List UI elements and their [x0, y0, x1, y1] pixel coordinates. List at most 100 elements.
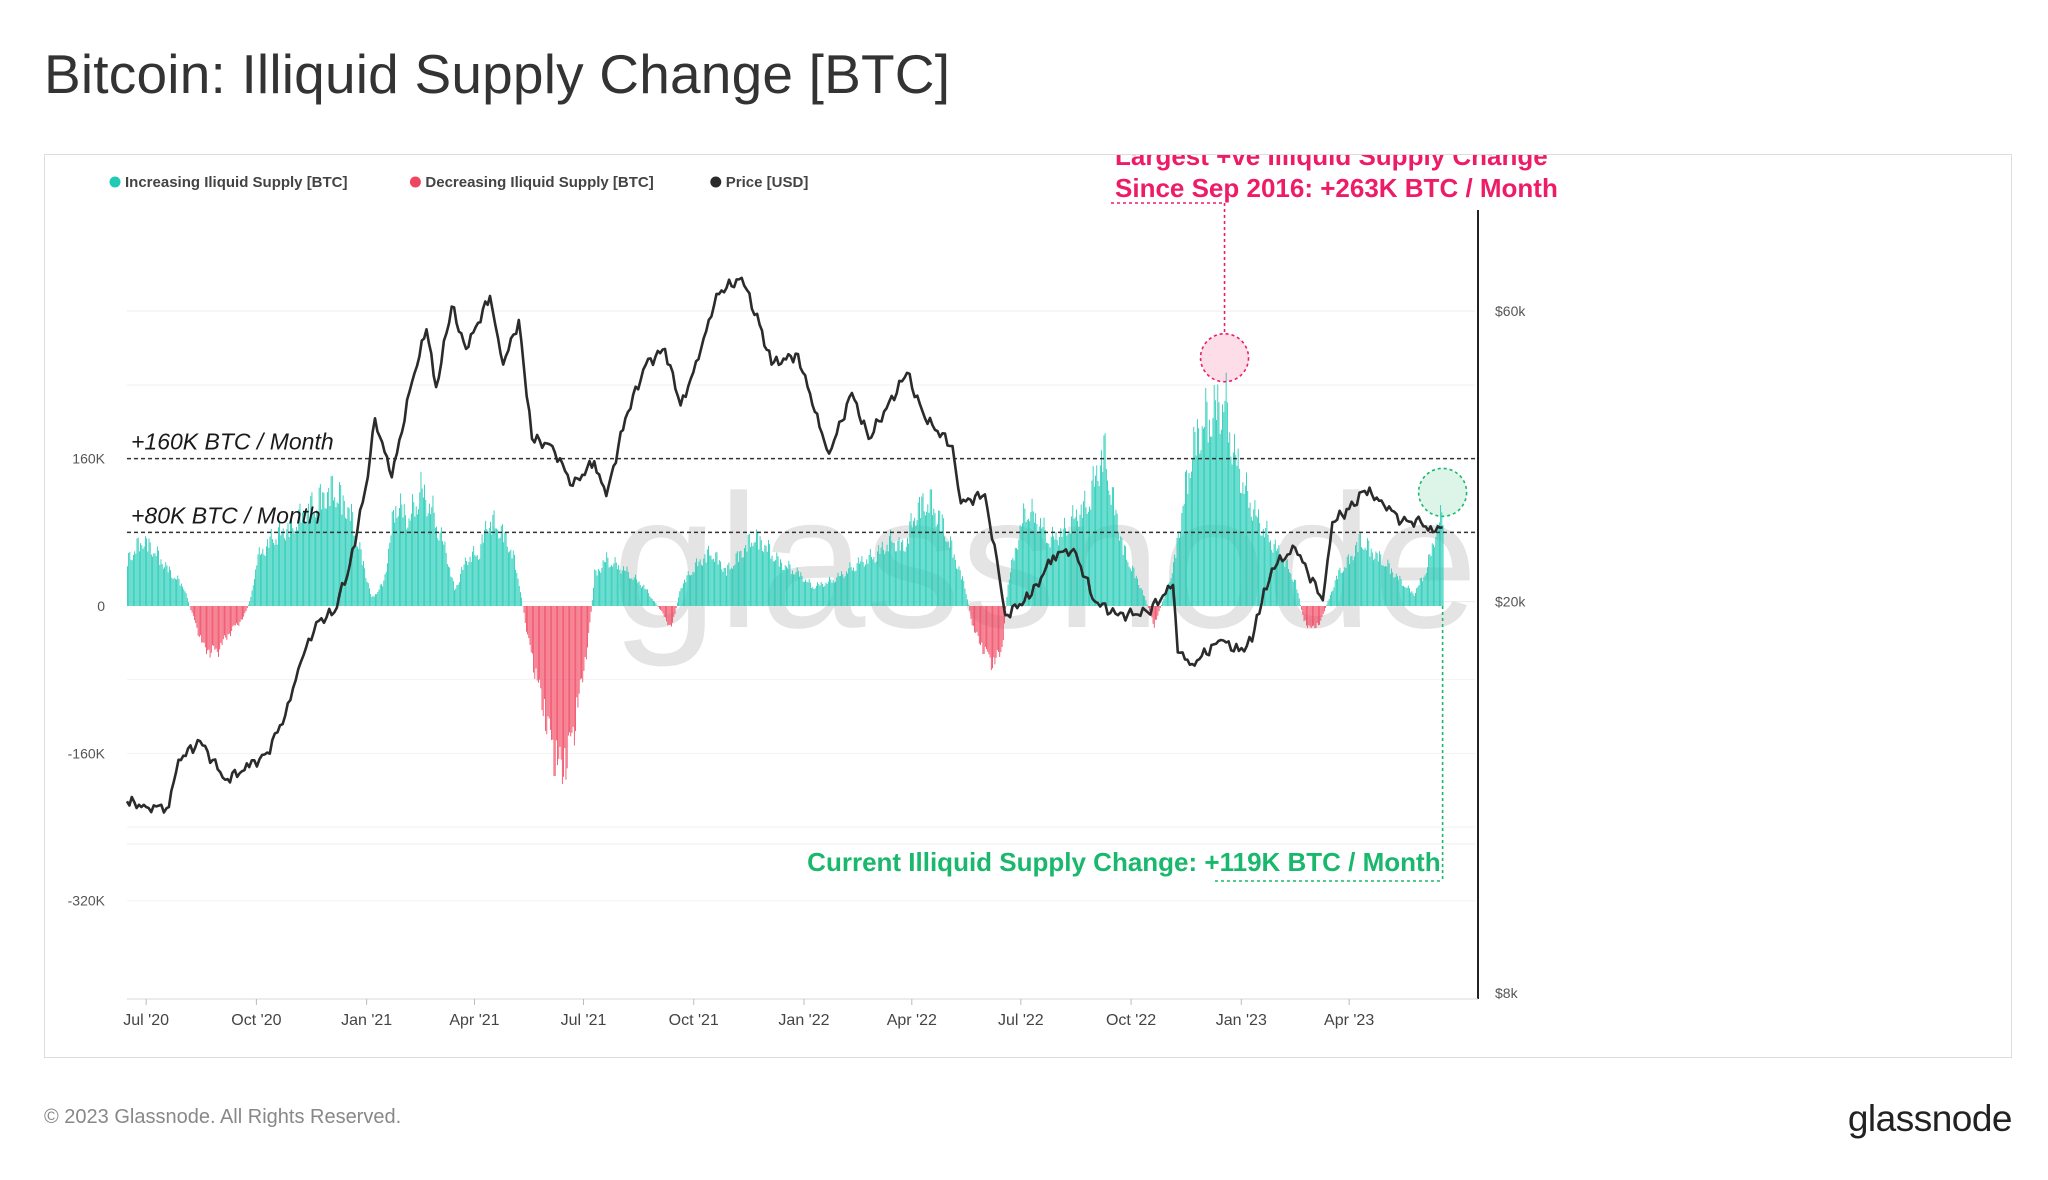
supply-bar: [611, 565, 612, 606]
supply-bar: [805, 579, 807, 606]
supply-bar: [1049, 547, 1051, 606]
supply-bar: [593, 587, 594, 606]
supply-bar: [786, 566, 787, 606]
supply-bar: [1047, 543, 1049, 606]
supply-bar: [1162, 601, 1164, 606]
supply-bar: [676, 602, 678, 606]
footer-logo: glassnode: [1847, 1098, 2013, 1139]
supply-bar: [797, 571, 799, 606]
supply-bar: [1023, 503, 1025, 606]
supply-bar: [1349, 563, 1350, 606]
supply-bar: [152, 556, 154, 606]
supply-bar: [1361, 547, 1362, 606]
supply-bar: [1157, 606, 1159, 616]
supply-bar: [613, 563, 615, 606]
supply-bar: [448, 566, 449, 606]
supply-bar: [1329, 594, 1331, 606]
supply-bar: [1363, 549, 1365, 606]
supply-bar: [1403, 585, 1404, 606]
supply-bar: [1056, 540, 1058, 606]
supply-bar: [771, 555, 773, 606]
supply-bar: [658, 606, 660, 609]
supply-bar: [670, 606, 672, 627]
legend-dot: [409, 176, 421, 188]
supply-bar: [783, 569, 785, 606]
supply-bar: [1290, 573, 1292, 606]
supply-bar: [191, 606, 193, 613]
supply-bar: [1238, 468, 1240, 606]
supply-bar: [921, 496, 923, 606]
supply-bar: [1024, 508, 1026, 606]
supply-bar: [280, 535, 282, 606]
supply-bar: [398, 508, 400, 606]
supply-bar: [310, 496, 312, 606]
supply-bar: [1161, 605, 1162, 606]
supply-bar: [502, 524, 503, 606]
supply-bar: [1271, 549, 1273, 606]
supply-bar: [938, 510, 940, 606]
supply-bar: [1338, 569, 1340, 606]
supply-bar: [1152, 606, 1154, 624]
supply-bar: [623, 566, 624, 606]
supply-bar: [242, 606, 243, 620]
supply-bar: [536, 606, 538, 681]
supply-bar: [1256, 517, 1258, 606]
supply-bar: [976, 606, 978, 632]
supply-bar: [741, 557, 743, 606]
supply-bar: [1375, 551, 1377, 606]
supply-bar: [649, 596, 651, 606]
supply-bar: [476, 554, 478, 606]
supply-bar: [316, 510, 318, 606]
supply-bar: [130, 559, 132, 606]
supply-bar: [1358, 534, 1360, 606]
legend-dot: [109, 176, 121, 188]
supply-bar: [1000, 606, 1002, 653]
supply-bar: [923, 511, 925, 606]
supply-bar: [1411, 591, 1413, 606]
supply-bar: [248, 604, 249, 606]
supply-bar: [1165, 588, 1167, 606]
supply-bar: [690, 575, 691, 606]
supply-bar: [328, 488, 330, 606]
supply-bar: [664, 606, 666, 618]
supply-bar: [820, 581, 822, 606]
supply-bar: [641, 587, 642, 606]
supply-bar: [651, 599, 653, 606]
supply-bar: [796, 567, 798, 606]
supply-bar: [1416, 588, 1418, 606]
supply-bar: [750, 547, 751, 606]
supply-bar: [572, 606, 574, 727]
supply-bar: [946, 542, 948, 606]
supply-bar: [524, 606, 526, 624]
supply-bar: [959, 570, 961, 606]
supply-bar: [1060, 528, 1062, 606]
supply-bar: [837, 572, 839, 606]
x-tick-label: Apr '22: [887, 1012, 937, 1029]
supply-bar: [500, 525, 502, 606]
supply-bar: [1067, 534, 1069, 606]
supply-bar: [1210, 436, 1212, 606]
supply-bar: [206, 606, 207, 654]
supply-bar: [777, 556, 779, 606]
supply-bar: [154, 553, 156, 606]
supply-bar: [378, 589, 380, 606]
supply-bar: [1315, 606, 1317, 629]
supply-bar: [1016, 548, 1017, 606]
supply-bar: [135, 553, 137, 606]
annotation-max-line1: Largest +ve Illiquid Supply Change: [1115, 155, 1548, 171]
supply-bar: [691, 574, 693, 606]
supply-bar: [1219, 433, 1221, 606]
supply-bar: [303, 510, 304, 606]
supply-bar: [842, 574, 844, 606]
supply-bar: [1339, 567, 1341, 606]
supply-bar: [132, 554, 134, 606]
price-line-group: [125, 276, 1443, 814]
supply-bar: [233, 606, 235, 626]
supply-bar: [626, 566, 628, 606]
supply-bar: [1002, 606, 1004, 641]
supply-bar: [565, 606, 567, 780]
supply-bar: [999, 606, 1001, 657]
supply-bar: [774, 561, 775, 606]
supply-bar: [262, 548, 264, 606]
supply-bar: [426, 516, 428, 606]
